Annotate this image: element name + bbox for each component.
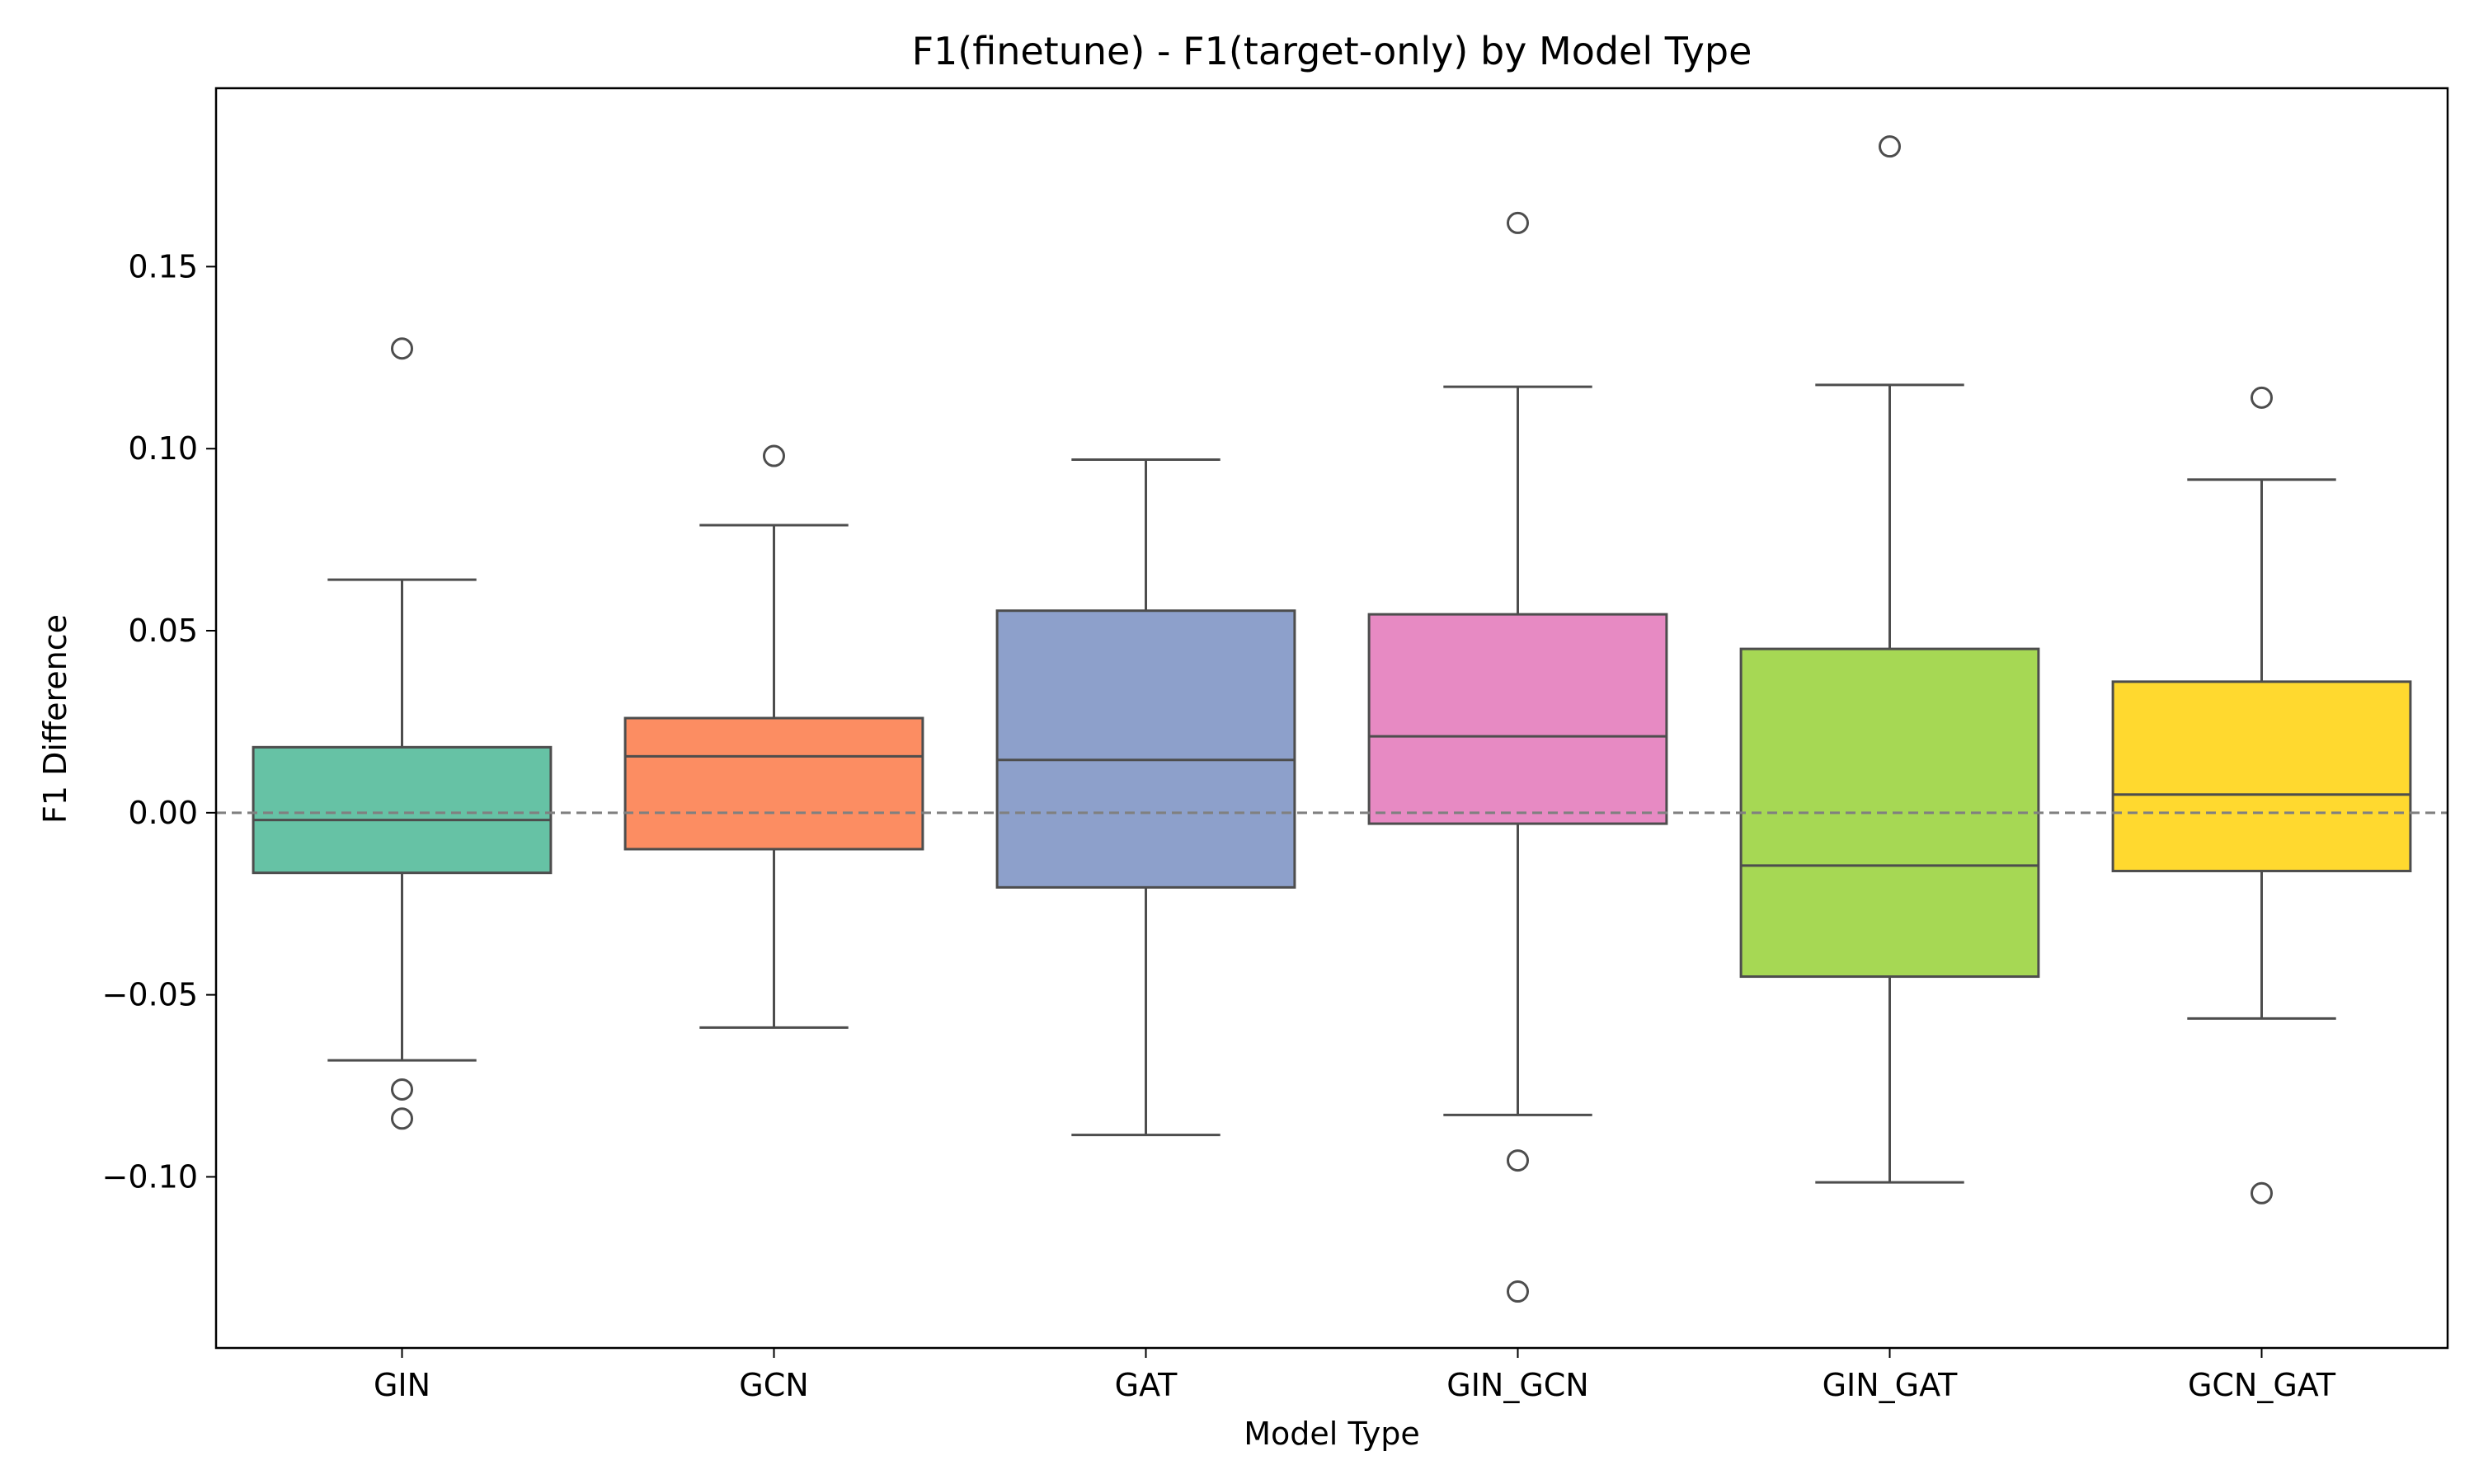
outlier-point-gin [391,1078,413,1101]
y-axis-label: F1 Difference [37,614,73,824]
chart-title: F1(finetune) - F1(target-only) by Model … [912,29,1752,73]
y-tick-label: 0.10 [128,430,198,467]
outlier-point-gin-gat [1879,135,1901,158]
y-tick-label: −0.10 [102,1158,198,1195]
box-gin [252,745,553,875]
outlier-point-gcn [763,444,785,467]
y-tick-label: 0.05 [128,613,198,649]
plot-frame [214,87,2449,1350]
x-axis-label: Model Type [1244,1416,1419,1452]
outlier-point-gin [391,1107,413,1130]
outlier-point-gcn-gat [2251,1181,2273,1205]
box-gcn-gat [2111,680,2412,872]
box-gin-gcn [1367,613,1668,825]
outlier-point-gin-gcn [1507,211,1529,234]
x-tick-label: GAT [1115,1367,1178,1403]
y-tick-label: 0.00 [128,795,198,831]
x-tick-label: GIN_GCN [1446,1367,1588,1403]
plot-area: −0.10 −0.05 0.00 0.05 0.10 0.15 GIN GCN GAT GIN_G… [102,87,2449,1403]
outlier-point-gin-gcn [1507,1280,1529,1303]
box-gcn [623,716,924,851]
x-tick-label: GCN_GAT [2188,1367,2336,1403]
outlier-point-gcn-gat [2251,386,2273,409]
box-gat [995,609,1296,889]
outlier-point-gin [391,337,413,360]
x-tick-label: GIN_GAT [1823,1367,1959,1403]
y-tick-label: 0.15 [128,248,198,284]
outlier-point-gin-gcn [1507,1149,1529,1172]
x-tick-label: GIN [374,1367,430,1403]
x-tick-label: GCN [739,1367,808,1403]
y-tick-label: −0.05 [102,977,198,1013]
